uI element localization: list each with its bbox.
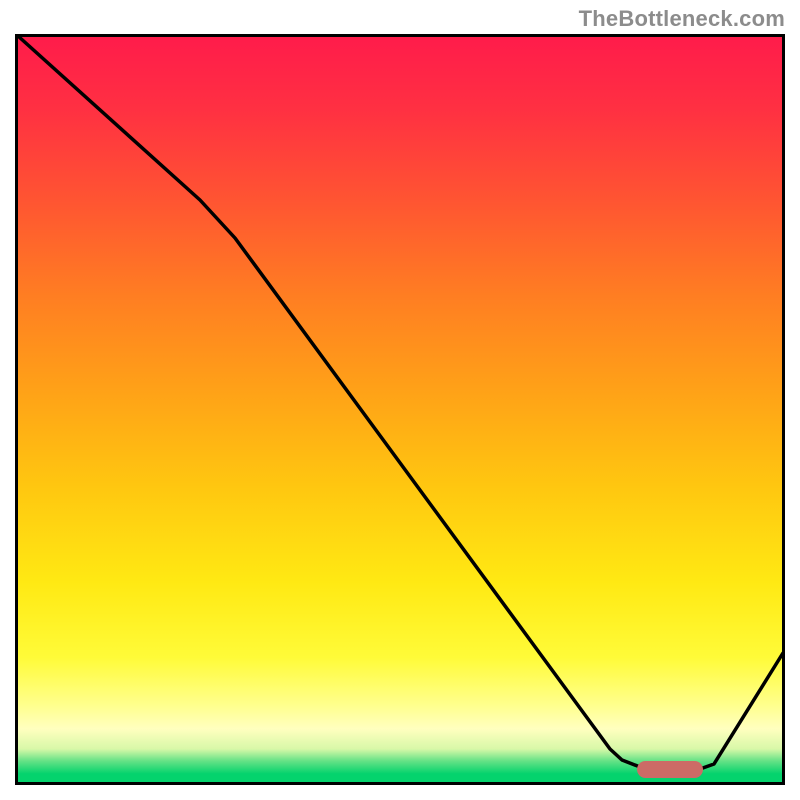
chart-frame: TheBottleneck.com (0, 0, 800, 800)
plot-border (15, 34, 785, 785)
watermark: TheBottleneck.com (579, 6, 785, 32)
